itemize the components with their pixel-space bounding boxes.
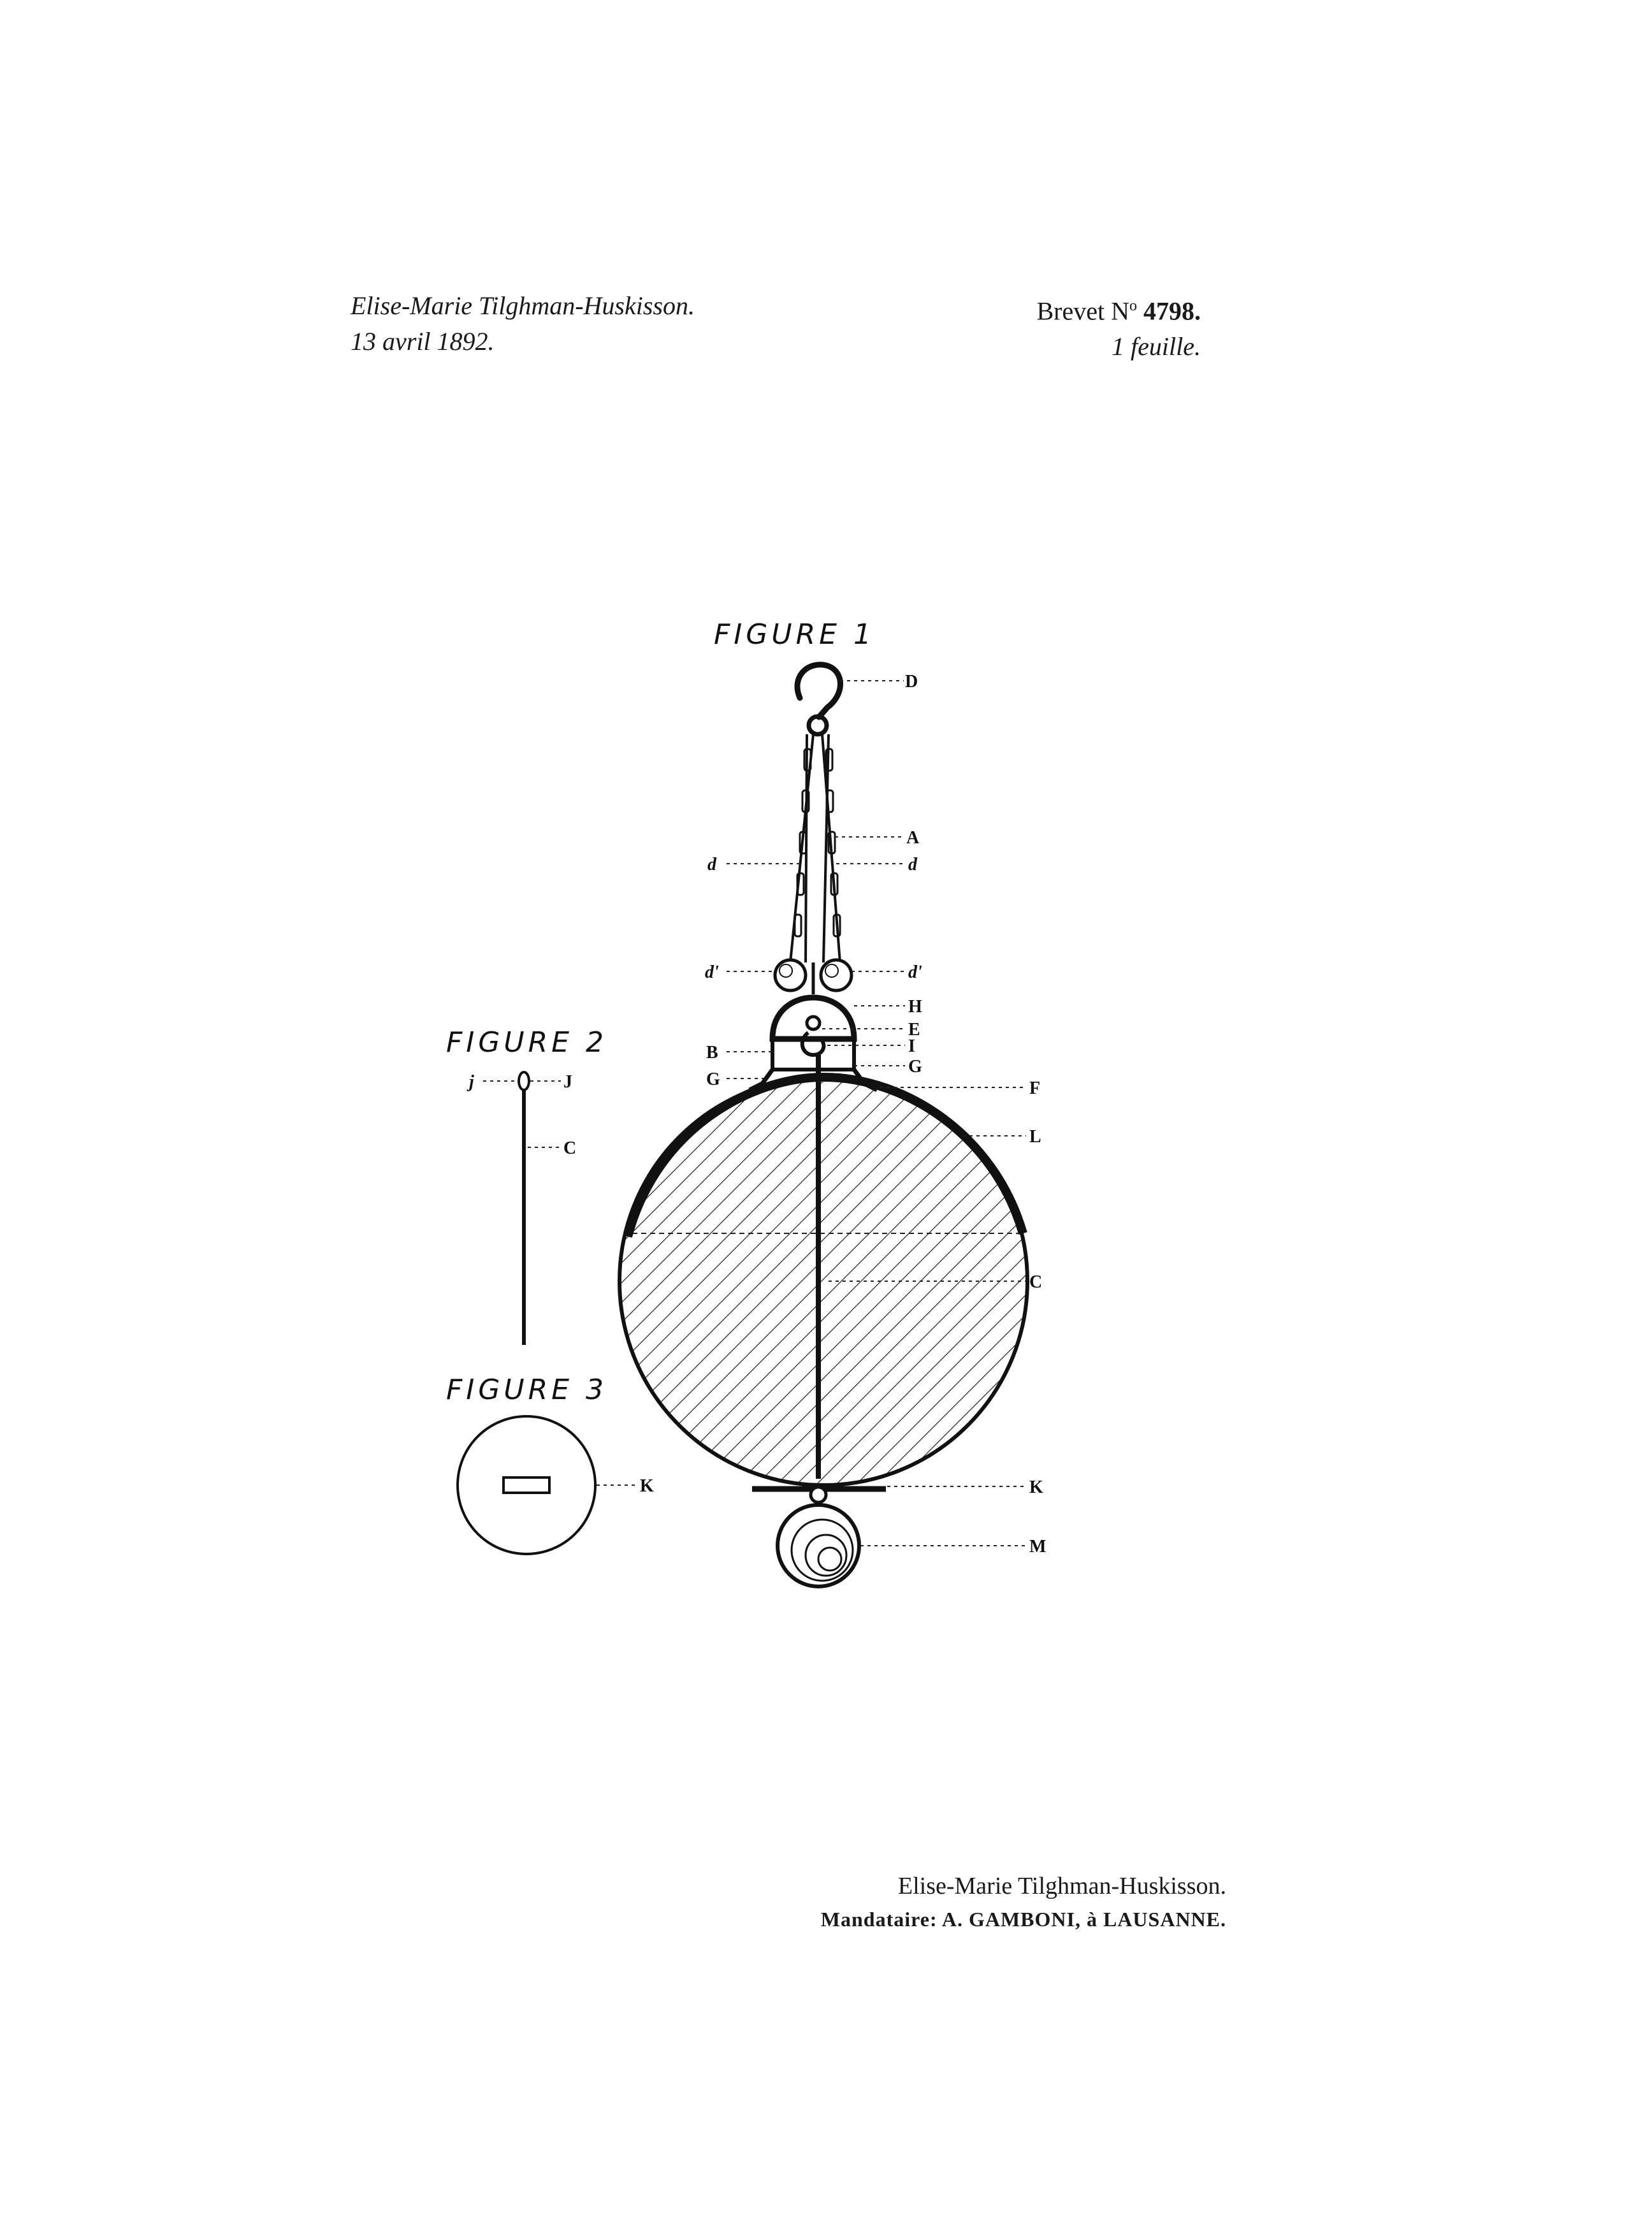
hook-d xyxy=(794,662,843,737)
weight-m xyxy=(776,1503,861,1588)
header-right: Brevet No 4798. 1 feuille. xyxy=(1036,288,1201,365)
fig2-label-j: j xyxy=(467,1072,474,1092)
figure2-title: FIGURE 2 xyxy=(446,1026,607,1059)
label-g-left: G xyxy=(706,1070,720,1089)
label-d-right: d xyxy=(908,855,918,875)
brevet-superscript: o xyxy=(1129,298,1137,314)
label-d1-left: d' xyxy=(705,962,719,982)
label-h: H xyxy=(908,997,922,1017)
sphere-c xyxy=(618,1075,1029,1487)
label-g-right: G xyxy=(908,1057,922,1077)
label-k: K xyxy=(1029,1477,1043,1497)
bottom-plate-k xyxy=(752,1485,886,1504)
footer-agent: Mandataire: A. GAMBONI, à LAUSANNE. xyxy=(820,1908,1226,1931)
covering-l xyxy=(623,1072,1027,1238)
leader-lines-figure1 xyxy=(727,680,1026,1546)
chain-balls xyxy=(773,958,853,994)
fig3-label-k: K xyxy=(640,1476,654,1496)
filing-date: 13 avril 1892. xyxy=(351,327,495,356)
label-i: I xyxy=(908,1036,915,1056)
chain-a xyxy=(789,734,841,963)
figure3-disc xyxy=(456,1415,597,1555)
brevet-number-line: Brevet No 4798. xyxy=(1036,288,1201,329)
fig2-label-C: C xyxy=(563,1138,576,1158)
label-l: L xyxy=(1029,1127,1041,1147)
footer: Elise-Marie Tilghman-Huskisson. Mandatai… xyxy=(821,1869,1226,1935)
label-d1-right: d' xyxy=(908,962,922,982)
label-f: F xyxy=(1029,1078,1040,1098)
label-c: C xyxy=(1029,1272,1042,1292)
figure2-pin xyxy=(518,1071,530,1345)
label-d: D xyxy=(905,672,918,692)
label-a: A xyxy=(906,828,920,848)
figure1-title: FIGURE 1 xyxy=(714,618,875,651)
label-b: B xyxy=(706,1043,718,1063)
label-e: E xyxy=(908,1020,920,1040)
label-m: M xyxy=(1029,1537,1046,1557)
label-d-left: d xyxy=(707,855,717,875)
brevet-number: 4798. xyxy=(1143,296,1201,326)
brevet-prefix: Brevet N xyxy=(1036,296,1129,326)
header-left: Elise-Marie Tilghman-Huskisson. 13 avril… xyxy=(351,288,695,359)
applicant-name: Elise-Marie Tilghman-Huskisson. xyxy=(351,291,695,320)
sheet-count: 1 feuille. xyxy=(1112,332,1201,361)
footer-applicant: Elise-Marie Tilghman-Huskisson. xyxy=(897,1873,1226,1899)
figure3-title: FIGURE 3 xyxy=(446,1374,607,1406)
fig2-label-J: J xyxy=(563,1072,572,1092)
